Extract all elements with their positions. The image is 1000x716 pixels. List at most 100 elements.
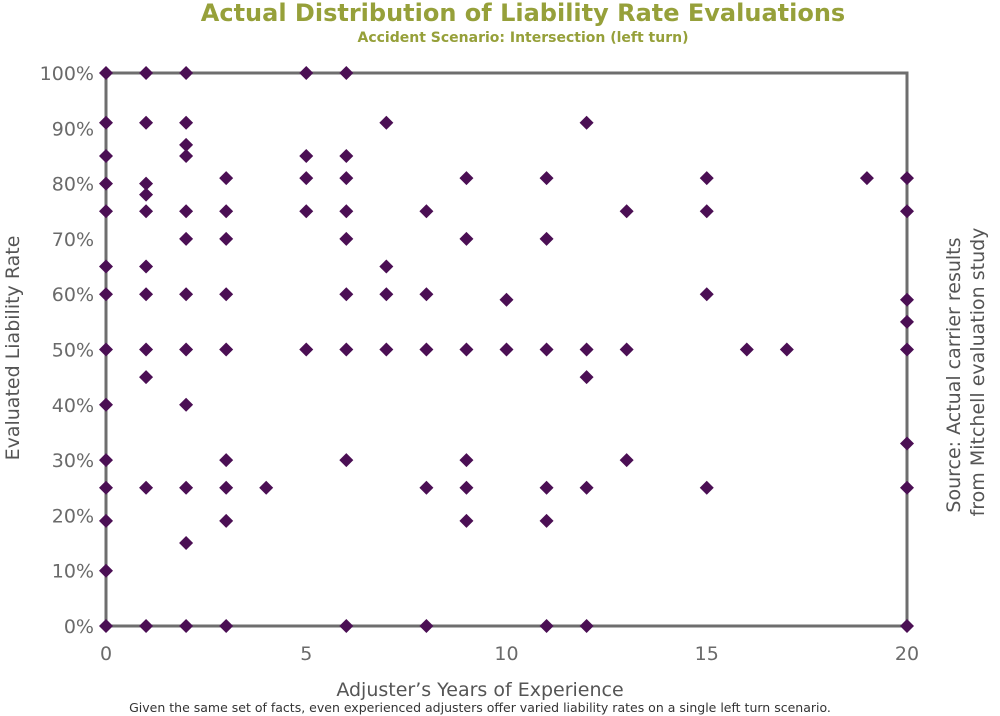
data-point [579, 115, 594, 130]
data-point [539, 342, 554, 357]
data-point [739, 342, 754, 357]
source-note: Source: Actual carrier results from Mitc… [943, 228, 989, 517]
y-tick-label: 0% [64, 616, 94, 638]
data-point [299, 204, 314, 219]
data-point [900, 480, 914, 495]
data-point [339, 204, 354, 219]
data-point [900, 619, 914, 633]
data-point [619, 453, 634, 468]
x-tick-label: 15 [695, 643, 719, 665]
data-point [179, 204, 194, 219]
data-point [339, 453, 354, 468]
y-axis-label: Evaluated Liability Rate [2, 236, 24, 461]
data-point [99, 397, 113, 412]
data-point [339, 231, 354, 246]
x-tick-label: 10 [494, 643, 518, 665]
data-point [179, 137, 194, 152]
data-point [299, 66, 314, 80]
data-point [499, 342, 514, 357]
data-point [419, 480, 434, 495]
y-tick-label: 40% [52, 395, 94, 417]
data-point [139, 66, 154, 80]
data-point [459, 453, 474, 468]
data-point [179, 66, 194, 80]
data-point [179, 397, 194, 412]
x-axis-label: Adjuster’s Years of Experience [336, 679, 623, 701]
data-point [139, 480, 154, 495]
data-point [179, 536, 194, 551]
source-line-1: Source: Actual carrier results [943, 237, 965, 512]
data-point [99, 513, 113, 528]
data-point [619, 204, 634, 219]
data-point [900, 292, 914, 307]
data-point [99, 342, 113, 357]
data-point [99, 480, 113, 495]
y-tick-label: 20% [52, 505, 94, 527]
caption: Given the same set of facts, even experi… [129, 700, 831, 715]
data-point [99, 563, 113, 578]
data-point [339, 148, 354, 163]
data-point [219, 480, 234, 495]
data-point [299, 342, 314, 357]
data-point [139, 619, 154, 633]
data-point [299, 148, 314, 163]
data-point [139, 370, 154, 385]
y-tick-label: 10% [52, 561, 94, 583]
data-point [619, 342, 634, 357]
data-point [859, 171, 874, 186]
data-point [579, 342, 594, 357]
data-point [339, 342, 354, 357]
data-point [539, 231, 554, 246]
data-point [99, 115, 113, 130]
chart-subtitle: Accident Scenario: Intersection (left tu… [358, 30, 689, 46]
data-point [219, 171, 234, 186]
y-tick-label: 30% [52, 450, 94, 472]
data-point [579, 619, 594, 633]
x-axis-ticks: 0 5 10 15 20 [100, 643, 919, 665]
data-point [99, 259, 113, 274]
data-point [139, 115, 154, 130]
data-point [779, 342, 794, 357]
data-point [179, 342, 194, 357]
data-point [900, 314, 914, 329]
data-point [139, 342, 154, 357]
x-tick-label: 0 [100, 643, 112, 665]
x-tick-label: 5 [300, 643, 312, 665]
data-point [539, 171, 554, 186]
data-point [179, 148, 194, 163]
data-point [419, 204, 434, 219]
data-point [459, 480, 474, 495]
data-point [179, 619, 194, 633]
data-point [219, 513, 234, 528]
data-point [339, 287, 354, 302]
data-point [699, 287, 714, 302]
y-tick-label: 90% [52, 118, 94, 140]
y-tick-label: 80% [52, 174, 94, 196]
data-point [379, 115, 394, 130]
data-point [139, 176, 154, 191]
data-point [99, 453, 113, 468]
data-point [459, 513, 474, 528]
data-point [539, 480, 554, 495]
data-point [379, 287, 394, 302]
data-point [499, 292, 514, 307]
data-point [339, 66, 354, 80]
data-point [379, 259, 394, 274]
data-point [699, 480, 714, 495]
data-point [419, 342, 434, 357]
data-point [539, 619, 554, 633]
data-point [459, 171, 474, 186]
data-point [99, 619, 113, 633]
data-point [99, 148, 113, 163]
y-axis-ticks: 0% 10% 20% 30% 40% 50% 60% 70% 80% 90% 100% [40, 63, 94, 638]
data-point [179, 287, 194, 302]
data-point [99, 287, 113, 302]
data-point [219, 231, 234, 246]
data-point [900, 171, 914, 186]
data-point [139, 287, 154, 302]
data-point [139, 187, 154, 202]
data-point [579, 370, 594, 385]
data-point [579, 480, 594, 495]
data-point [219, 619, 234, 633]
